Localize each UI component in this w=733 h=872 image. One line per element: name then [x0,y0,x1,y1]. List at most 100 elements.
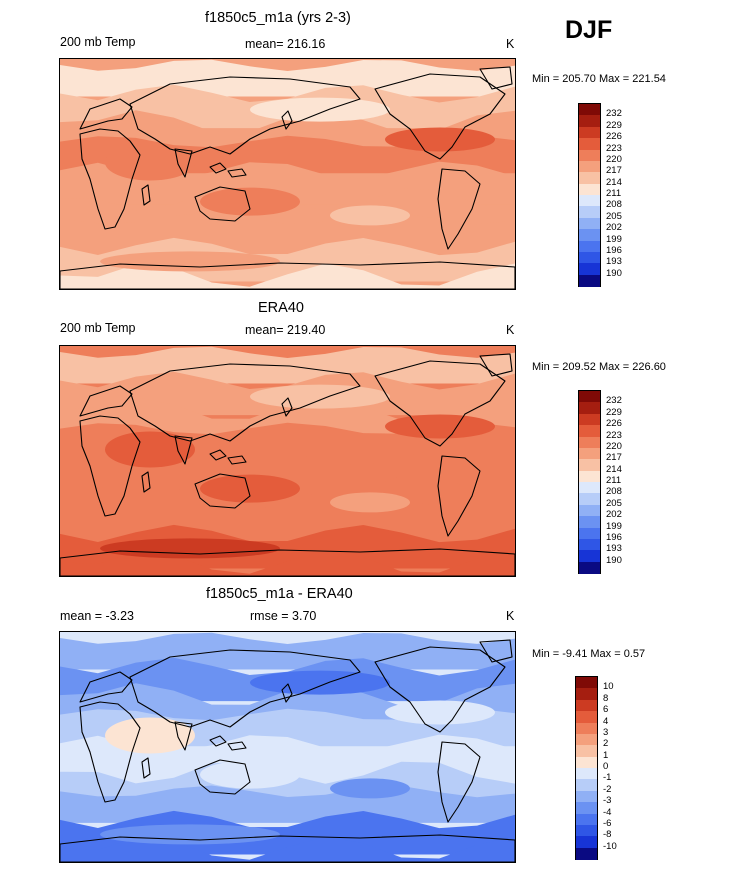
colorbar-tick-label: -2 [603,783,612,795]
panel-3-units: K [506,609,515,623]
colorbar-swatch [576,756,597,769]
colorbar-tick-label: 214 [606,463,622,475]
colorbar-swatch [576,836,597,849]
contour-blob [250,670,390,695]
contour-blob [250,97,390,122]
colorbar-swatch [579,391,600,403]
coastline [227,741,247,751]
colorbar-tick-label: 226 [606,418,622,430]
colorbar-tick-label: 196 [606,244,622,256]
colorbar-tick-label: 205 [606,497,622,509]
colorbar-tick-label: -6 [603,817,612,829]
panel-1-variable-label: 200 mb Temp [60,35,136,49]
panel-3-minmax: Min = -9.41 Max = 0.57 [532,648,646,660]
contour-blob [330,205,410,226]
coastline [209,449,227,461]
colorbar-swatch [579,172,600,185]
colorbar-tick-label: 232 [606,108,622,120]
contour-blob [385,127,495,152]
panel-2-minmax: Min = 209.52 Max = 226.60 [532,361,666,373]
colorbar-tick-label: 1 [603,749,609,761]
coastline [227,168,247,178]
colorbar-tick-label: 190 [606,267,622,279]
colorbar-swatch [576,802,597,814]
colorbar-swatch [576,733,597,746]
colorbar-swatch [576,722,597,735]
coastline [174,148,193,178]
colorbar-swatch [576,699,597,712]
panel-1-map [59,58,516,290]
contour-blob [100,251,280,272]
panel-1-units: K [506,37,515,51]
colorbar-tick-label: 229 [606,119,622,131]
colorbar-swatch [579,413,600,426]
colorbar-tick-label: -4 [603,806,612,818]
colorbar-tick-label: 10 [603,681,614,693]
contour-blob [105,431,195,468]
colorbar-tick-label: 208 [606,199,622,211]
coastline [374,646,506,733]
colorbar-swatch [579,538,600,551]
coastline [141,757,151,779]
coastline [79,415,141,517]
colorbar-swatches [578,103,601,287]
colorbar-swatch [579,402,600,415]
contour-blob [385,700,495,725]
coastline [174,721,193,751]
colorbar-tick-label: 8 [603,692,609,704]
coastline [281,683,293,703]
coastline [209,735,227,747]
colorbar-swatch [576,847,597,860]
colorbar-swatch [579,206,600,219]
panel-1-minmax: Min = 205.70 Max = 221.54 [532,73,666,85]
colorbar-tick-label: 220 [606,440,622,452]
colorbar-swatch [579,138,600,150]
coastline [174,435,193,465]
coastline [129,363,361,442]
coastline [79,385,133,417]
colorbar-swatch [579,470,600,483]
colorbar-swatches [578,390,601,574]
contour-blob [385,414,495,439]
colorbar-swatch [579,183,600,196]
panel-2-variable-label: 200 mb Temp [60,321,136,335]
colorbar-tick-label: 202 [606,222,622,234]
colorbar-swatch [579,561,600,574]
panel-2-mean-label: mean= 219.40 [245,323,326,337]
colorbar-swatch [579,251,600,264]
colorbar-tick-label: 226 [606,131,622,143]
colorbar-swatch [579,447,600,460]
colorbar-tick-label: 4 [603,715,609,727]
colorbar-swatch [576,790,597,803]
colorbar-swatch [576,813,597,826]
colorbar-swatch [579,263,600,276]
contour-blob [200,474,300,503]
colorbar-tick-label: 196 [606,531,622,543]
colorbar-swatch [576,677,597,689]
coastline [374,360,506,447]
contour-blob [100,824,280,845]
colorbar-swatch [579,126,600,139]
panel-3-map [59,631,516,863]
colorbar-tick-label: 205 [606,210,622,222]
colorbar-swatch [576,768,597,780]
colorbar-swatch [576,779,597,792]
contour-blob [250,384,390,409]
colorbar-swatch [579,436,600,449]
colorbar-swatch [579,493,600,506]
colorbar-swatch [579,516,600,528]
coastline [79,671,133,703]
antarctica-coastline [60,548,515,576]
colorbar-swatch [579,504,600,517]
colorbar-tick-label: 223 [606,429,622,441]
season-label: DJF [565,16,613,44]
colorbar-swatch [579,149,600,162]
coastline [194,473,251,509]
coastline [194,759,251,795]
colorbar-tick-label: -3 [603,795,612,807]
coastline [79,701,141,803]
colorbar-swatch [579,195,600,207]
colorbar-swatch [579,240,600,253]
colorbar-swatch [576,711,597,723]
colorbar-swatch [579,229,600,241]
